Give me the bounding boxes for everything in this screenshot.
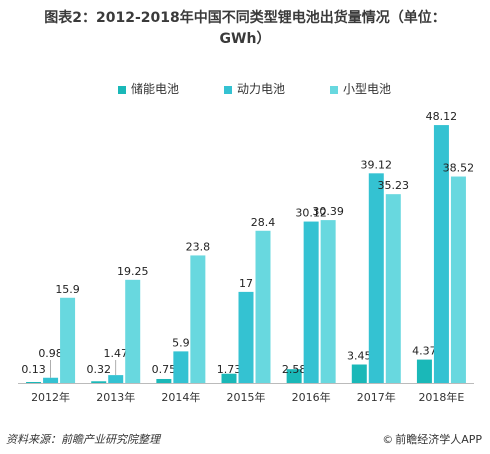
bar-2-0: [60, 297, 76, 383]
legend-swatch-small: [330, 85, 338, 94]
data-label-2-1: 19.25: [117, 265, 149, 278]
legend-label-storage: 储能电池: [131, 82, 180, 96]
bar-2-1: [125, 279, 141, 383]
footer-brand-text: 前瞻经济学人APP: [395, 433, 482, 446]
data-label-0-5: 3.45: [347, 350, 372, 363]
bar-2-6: [450, 176, 466, 383]
bar-0-5: [351, 364, 367, 383]
legend: 储能电池 动力电池 小型电池: [0, 80, 490, 96]
footer-brand: © 前瞻经济学人APP: [382, 431, 482, 447]
bar-0-1: [91, 381, 107, 383]
x-tick-label-5: 2017年: [357, 390, 396, 404]
data-label-2-6: 38.52: [443, 162, 475, 175]
data-label-1-6: 48.12: [426, 110, 458, 123]
bar-1-5: [368, 173, 384, 383]
copyright-icon: ©: [382, 433, 394, 446]
data-label-2-0: 15.9: [55, 283, 80, 296]
legend-label-small: 小型电池: [343, 82, 392, 96]
chart-title: 图表2：2012-2018年中国不同类型锂电池出货量情况（单位： GWh）: [0, 8, 490, 50]
data-label-1-2: 5.9: [172, 336, 190, 349]
data-label-2-4: 30.39: [312, 205, 344, 218]
x-tick-label-6: 2018年E: [418, 390, 464, 404]
legend-swatch-storage: [118, 85, 126, 94]
data-label-1-0: 0.98: [38, 347, 63, 360]
x-tick-label-3: 2015年: [227, 390, 266, 404]
data-label-1-5: 39.12: [361, 158, 393, 171]
x-tick-label-4: 2016年: [292, 390, 331, 404]
chart-title-line1: 图表2：2012-2018年中国不同类型锂电池出货量情况（单位：: [44, 10, 446, 26]
bar-0-2: [156, 378, 172, 383]
x-tick-label-0: 2012年: [31, 390, 70, 404]
data-label-1-3: 17: [239, 277, 253, 290]
bar-2-2: [190, 255, 206, 383]
data-label-2-5: 35.23: [378, 179, 410, 192]
bar-1-6: [433, 125, 449, 384]
x-tick-label-2: 2014年: [161, 390, 200, 404]
data-label-1-1: 1.47: [103, 347, 128, 360]
legend-swatch-power: [224, 85, 232, 94]
data-label-0-3: 1.73: [217, 363, 242, 376]
legend-item-storage: 储能电池: [118, 80, 179, 97]
bar-1-4: [303, 221, 319, 383]
legend-item-small: 小型电池: [330, 80, 391, 97]
data-label-2-2: 23.8: [186, 240, 211, 253]
x-tick-label-1: 2013年: [96, 390, 135, 404]
bar-0-3: [221, 373, 237, 383]
source-note: 资料来源：前瞻产业研究院整理: [6, 433, 160, 446]
bar-0-4: [286, 369, 302, 383]
chart-title-line2: GWh）: [219, 31, 271, 47]
bar-2-5: [385, 194, 401, 383]
legend-item-power: 动力电池: [224, 80, 285, 97]
data-label-2-3: 28.4: [251, 216, 276, 229]
bar-2-3: [255, 230, 271, 383]
bar-1-1: [108, 375, 124, 383]
bar-1-3: [238, 291, 254, 383]
data-label-0-1: 0.32: [86, 363, 111, 376]
legend-label-power: 动力电池: [237, 82, 286, 96]
data-label-0-4: 2.58: [282, 363, 307, 376]
bar-1-2: [173, 351, 189, 383]
bar-1-0: [43, 377, 59, 383]
bar-0-0: [26, 382, 42, 383]
bar-2-4: [320, 220, 336, 383]
data-label-1-4: 30.12: [295, 207, 327, 220]
data-label-0-2: 0.75: [152, 363, 177, 376]
bar-0-6: [416, 359, 432, 383]
data-label-0-0: 0.13: [21, 363, 46, 376]
data-label-0-6: 4.37: [412, 345, 437, 358]
